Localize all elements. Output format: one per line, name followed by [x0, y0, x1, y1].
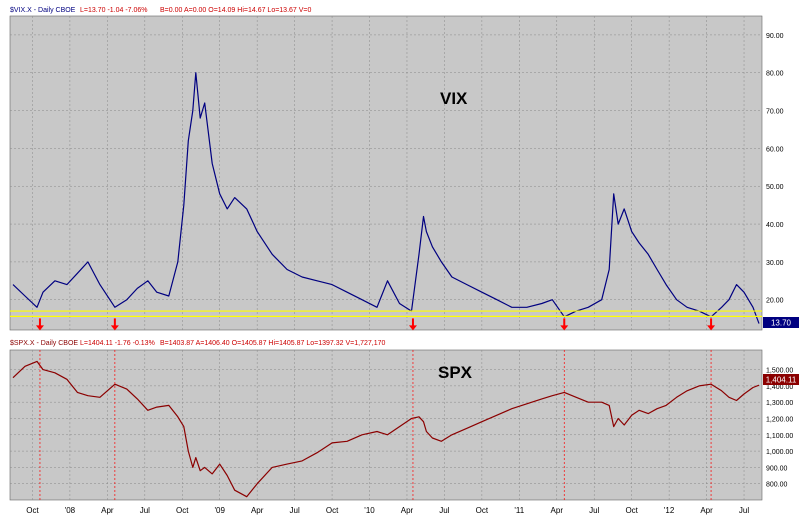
- vix-arrow-head-0: [35, 325, 44, 331]
- x-tick-label-16: Oct: [625, 506, 638, 515]
- x-tick-label-0: Oct: [26, 506, 39, 515]
- vix-ytick-label-0: 90.00: [766, 33, 784, 40]
- x-tick-label-8: Oct: [326, 506, 339, 515]
- spx-ytick-label-7: 800.00: [766, 482, 788, 489]
- vix-ytick-label-6: 30.00: [766, 260, 784, 267]
- x-tick-label-15: Jul: [589, 506, 599, 515]
- x-tick-label-1: '08: [65, 506, 76, 515]
- x-tick-label-12: Oct: [476, 506, 489, 515]
- x-tick-label-9: '10: [364, 506, 375, 515]
- vix-ytick-label-2: 70.00: [766, 109, 784, 116]
- x-tick-label-11: Jul: [439, 506, 449, 515]
- spx-last-value-badge: [763, 374, 799, 385]
- spx-header-extra: B=1403.87 A=1406.40 O=1405.87 Hi=1405.87…: [160, 340, 385, 347]
- spx-ytick-label-1: 1,400.00: [766, 384, 793, 391]
- x-tick-label-19: Jul: [739, 506, 749, 515]
- vix-ytick-label-3: 60.00: [766, 146, 784, 153]
- vix-header-symbol: $VIX.X - Daily CBOE: [10, 7, 76, 14]
- vix-last-value-badge: [763, 317, 799, 328]
- vix-arrow-head-3: [560, 325, 569, 331]
- spx-ytick-label-3: 1,200.00: [766, 416, 793, 423]
- spx-ytick-label-0: 1,500.00: [766, 368, 793, 375]
- vix-series-line: [12, 72, 760, 324]
- vix-panel: 90.00 80.00 70.00 60.00 50.00 40.00 30.00 20.00: [9, 15, 784, 331]
- x-tick-label-2: Apr: [101, 506, 114, 515]
- vix-ytick-label-7: 20.00: [766, 298, 784, 305]
- vix-label: VIX: [440, 89, 468, 108]
- vix-header-last: L=13.70 -1.04 -7.06%: [80, 7, 148, 14]
- vix-last-value-text: 13.70: [771, 319, 792, 328]
- x-tick-label-10: Apr: [401, 506, 414, 515]
- vix-plot-area: [9, 15, 763, 331]
- vix-ytick-label-4: 50.00: [766, 184, 784, 191]
- spx-ytick-label-4: 1,100.00: [766, 433, 793, 440]
- vix-ytick-label-1: 80.00: [766, 71, 784, 78]
- spx-header-symbol: $SPX.X - Daily CBOE: [10, 340, 78, 347]
- x-tick-label-4: Oct: [176, 506, 189, 515]
- spx-label: SPX: [438, 363, 473, 382]
- spx-series-line: [12, 360, 760, 498]
- x-tick-label-3: Jul: [140, 506, 150, 515]
- vix-arrow-head-2: [408, 325, 417, 331]
- spx-ytick-label-5: 1,000.00: [766, 449, 793, 456]
- vix-header-extra: B=0.00 A=0.00 O=14.09 Hi=14.67 Lo=13.67 …: [160, 7, 312, 14]
- x-tick-label-5: '09: [215, 506, 226, 515]
- vix-arrow-head-1: [110, 325, 119, 331]
- spx-header-last: L=1404.11 -1.76 -0.13%: [80, 340, 155, 347]
- x-tick-label-13: '11: [514, 506, 524, 515]
- spx-plot-area: [9, 349, 763, 501]
- vix-arrow-head-4: [707, 325, 716, 331]
- spx-panel: 1,500.00 1,400.00 1,300.00 1,200.00 1,100.00…: [9, 349, 793, 501]
- x-tick-label-17: '12: [664, 506, 675, 515]
- x-tick-label-14: Apr: [551, 506, 564, 515]
- x-axis: Oct '08 Apr Jul Oct '09 Apr Jul Oct '10 Apr Jul Oct '…: [26, 506, 749, 515]
- spx-last-value-text: 1,404.11: [766, 376, 797, 385]
- x-tick-label-18: Apr: [700, 506, 713, 515]
- x-tick-label-7: Jul: [290, 506, 300, 515]
- x-tick-label-6: Apr: [251, 506, 264, 515]
- vix-ytick-label-5: 40.00: [766, 222, 784, 229]
- spx-ytick-label-6: 900.00: [766, 465, 788, 472]
- spx-ytick-label-2: 1,300.00: [766, 400, 793, 407]
